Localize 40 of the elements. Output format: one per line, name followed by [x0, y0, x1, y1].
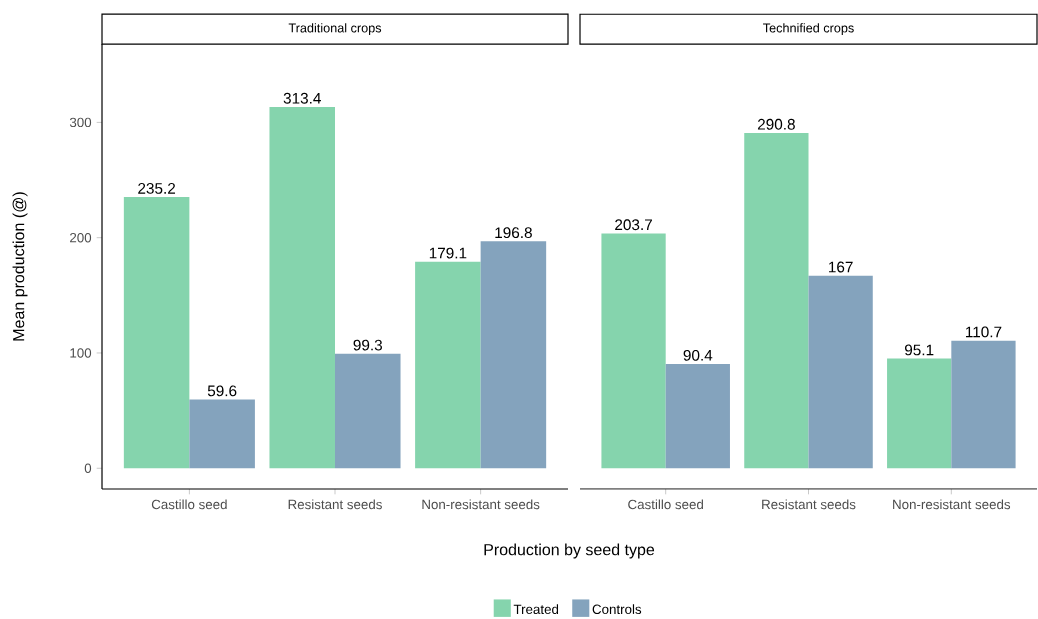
- data-label: 179.1: [429, 247, 467, 259]
- x-tick-label: Resistant seeds: [762, 499, 856, 510]
- bar: [887, 358, 952, 469]
- x-axis-title: Production by seed type: [484, 543, 655, 559]
- data-label: 99.3: [353, 339, 382, 351]
- x-tick-label: Castillo seed: [151, 499, 227, 510]
- data-label: 90.4: [683, 349, 713, 361]
- x-tick-label: Castillo seed: [628, 499, 703, 510]
- data-label: 313.4: [283, 92, 321, 104]
- data-label: 235.2: [138, 182, 176, 194]
- y-tick-label: 0: [84, 463, 92, 473]
- x-tick-label: Non-resistant seeds: [893, 499, 1011, 510]
- x-tick-label: Non-resistant seeds: [422, 499, 540, 510]
- y-tick-label: 100: [70, 348, 92, 358]
- bar: [808, 275, 873, 469]
- data-label: 167: [829, 261, 853, 273]
- data-label: 110.7: [966, 326, 1002, 338]
- y-tick-label: 200: [70, 232, 92, 243]
- bar: [335, 353, 401, 469]
- data-label: 203.7: [615, 219, 652, 231]
- y-tick-label: 300: [69, 117, 92, 128]
- bar: [415, 261, 481, 469]
- bar: [123, 197, 190, 469]
- legend-label: Controls: [592, 604, 642, 615]
- data-label: 59.6: [207, 385, 237, 397]
- chart-title: Technified crops: [763, 23, 854, 35]
- legend-label: Treated: [513, 604, 559, 615]
- bar: [189, 399, 255, 469]
- x-tick-label: Resistant seeds: [288, 499, 382, 510]
- bar: [665, 364, 730, 469]
- data-label: 290.8: [757, 118, 795, 130]
- bar: [269, 106, 335, 469]
- data-label: 196.8: [495, 227, 532, 239]
- bar: [601, 233, 666, 469]
- bar: [744, 133, 809, 469]
- chart-title: Traditional crops: [288, 23, 382, 35]
- bar: [951, 340, 1016, 469]
- data-label: 95.1: [904, 344, 934, 356]
- y-axis-title: Mean production (@): [12, 192, 28, 341]
- bar: [480, 241, 547, 469]
